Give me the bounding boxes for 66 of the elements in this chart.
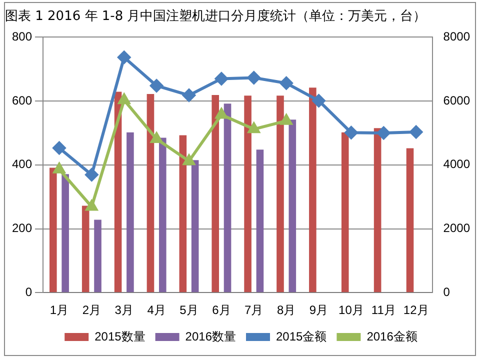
y2-tick-label: 2000 — [443, 221, 470, 236]
point — [248, 122, 260, 134]
y2-tick-label: 6000 — [443, 93, 470, 108]
y-tick-label: 600 — [12, 93, 32, 108]
x-tick-label: 12月 — [403, 303, 429, 318]
bar — [256, 150, 264, 292]
point — [377, 126, 390, 140]
bar — [191, 160, 199, 292]
point — [312, 94, 326, 108]
point — [410, 126, 423, 139]
point — [52, 141, 66, 154]
point — [150, 132, 162, 144]
point — [280, 114, 292, 125]
point — [280, 76, 293, 90]
bar — [50, 168, 57, 292]
x-tick-label: 4月 — [147, 303, 166, 318]
legend-label: 2016数量 — [185, 329, 236, 344]
x-tick-label: 3月 — [114, 303, 134, 318]
chart-title: 图表 1 2016 年 1-8 月中国注塑机进口分月度统计（单位：万美元，台） — [5, 8, 426, 25]
bar — [146, 94, 154, 292]
x-tick-label: 5月 — [180, 303, 198, 318]
y2-tick-label: 8000 — [443, 30, 470, 44]
x-tick-label: 11月 — [371, 303, 396, 318]
x-tick-label: 2月 — [82, 303, 102, 318]
bar — [224, 104, 232, 292]
point — [216, 108, 228, 119]
bar — [82, 206, 90, 292]
point — [247, 71, 260, 84]
y-tick-label: 400 — [12, 157, 32, 172]
bar — [62, 174, 69, 292]
point — [214, 72, 228, 86]
point — [182, 88, 196, 102]
bar — [276, 96, 284, 292]
bar — [341, 132, 349, 292]
y2-tick-label: 4000 — [443, 157, 470, 172]
bar — [244, 96, 252, 292]
y-tick-label: 800 — [12, 30, 32, 44]
bar — [309, 88, 316, 292]
y-tick-label: 200 — [12, 221, 32, 236]
x-tick-label: 8月 — [276, 303, 296, 318]
bar — [126, 132, 134, 292]
bar — [288, 120, 296, 292]
point — [86, 200, 98, 211]
bar — [179, 135, 187, 292]
x-tick-label: 9月 — [309, 303, 328, 318]
bar — [374, 128, 382, 292]
point — [344, 126, 358, 140]
y-tick-label: 0 — [25, 284, 32, 299]
bar — [212, 94, 220, 292]
bar — [158, 138, 166, 292]
point — [118, 50, 131, 64]
point — [53, 162, 66, 174]
point — [150, 79, 164, 92]
legend-label: 2016金额 — [366, 329, 418, 344]
x-tick-label: 7月 — [244, 303, 264, 318]
y2-tick-label: 0 — [443, 284, 450, 299]
bar — [406, 148, 414, 292]
x-tick-label: 10月 — [338, 303, 364, 318]
point — [85, 168, 98, 182]
point — [183, 154, 195, 166]
legend-label: 2015金额 — [276, 329, 327, 344]
bar — [94, 220, 102, 292]
x-tick-label: 6月 — [212, 303, 231, 318]
legend-label: 2015数量 — [94, 329, 146, 344]
point — [118, 94, 130, 104]
x-tick-label: 1月 — [50, 303, 69, 318]
